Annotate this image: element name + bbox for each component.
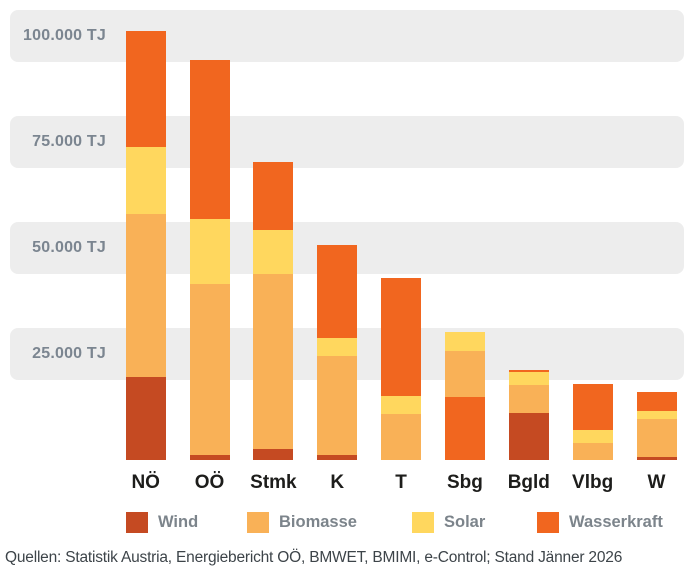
bar-segment-solar — [317, 338, 358, 356]
bar-segment-wasserkraft — [317, 245, 358, 339]
bar-segment-wasserkraft — [636, 391, 677, 411]
bar-segment-solar — [444, 332, 485, 351]
x-axis-label: Stmk — [250, 472, 297, 493]
x-axis-label: NÖ — [131, 472, 160, 493]
bar-segment-biomasse — [508, 385, 549, 414]
bar-segment-wind — [125, 376, 166, 460]
bar-segment-biomasse — [636, 419, 677, 458]
bar-segment-solar — [125, 146, 166, 214]
bar-segment-solar — [381, 395, 422, 415]
bar-segment-wasserkraft — [125, 30, 166, 147]
bar-segment-wind — [189, 454, 230, 460]
bar-segment-wasserkraft — [572, 384, 613, 430]
bar-segment-wasserkraft — [253, 161, 294, 231]
gridline-band: 100.000 TJ — [10, 10, 684, 62]
x-axis-label: OÖ — [194, 472, 225, 493]
bar-segment-solar — [253, 230, 294, 275]
x-axis-label: W — [647, 472, 666, 493]
x-axis-label: Bgld — [507, 472, 550, 493]
bar-segment-biomasse — [317, 355, 358, 456]
x-axis-label: T — [395, 472, 407, 493]
bar-segment-biomasse — [572, 443, 613, 460]
y-axis-tick-label: 100.000 TJ — [23, 27, 106, 44]
legend-label: Wasserkraft — [569, 513, 663, 531]
legend-swatch-solar — [412, 512, 434, 533]
bar-segment-solar — [636, 410, 677, 420]
bar-segment-biomasse — [444, 350, 485, 397]
legend-label: Biomasse — [279, 513, 357, 531]
legend-swatch-wind — [126, 512, 148, 533]
bar-segment-biomasse — [189, 284, 230, 455]
bar-segment-wasserkraft — [444, 396, 485, 460]
x-axis-label: Vlbg — [572, 472, 614, 493]
y-axis-tick-label: 75.000 TJ — [32, 133, 106, 150]
bar-segment-biomasse — [253, 274, 294, 449]
bar-segment-wasserkraft — [381, 278, 422, 396]
bar-segment-wasserkraft — [189, 59, 230, 219]
bar-segment-biomasse — [381, 414, 422, 460]
bar-segment-solar — [189, 218, 230, 285]
plot-area: 100.000 TJ 75.000 TJ 50.000 TJ 25.000 TJ NÖ O… — [10, 10, 684, 493]
x-axis-label: K — [330, 472, 345, 493]
legend-label: Solar — [444, 513, 486, 531]
bar-segment-solar — [508, 371, 549, 386]
bar-segment-wind — [636, 457, 677, 460]
bar-segment-solar — [572, 429, 613, 444]
bar-segment-wasserkraft — [508, 370, 549, 372]
bar-segment-biomasse — [125, 213, 166, 377]
bar-segment-wind — [317, 455, 358, 460]
y-axis-tick-label: 25.000 TJ — [32, 345, 106, 362]
y-axis-tick-label: 50.000 TJ — [32, 239, 106, 256]
legend-label: Wind — [158, 513, 199, 531]
source-note: Quellen: Statistik Austria, Energieberic… — [5, 549, 623, 566]
legend-swatch-biomasse — [247, 512, 269, 533]
bar-segment-wind — [508, 413, 549, 460]
bar-segment-wind — [253, 448, 294, 460]
x-axis-label: Sbg — [446, 472, 483, 493]
gridline-band: 75.000 TJ — [10, 116, 684, 168]
legend-swatch-wasserkraft — [537, 512, 559, 533]
